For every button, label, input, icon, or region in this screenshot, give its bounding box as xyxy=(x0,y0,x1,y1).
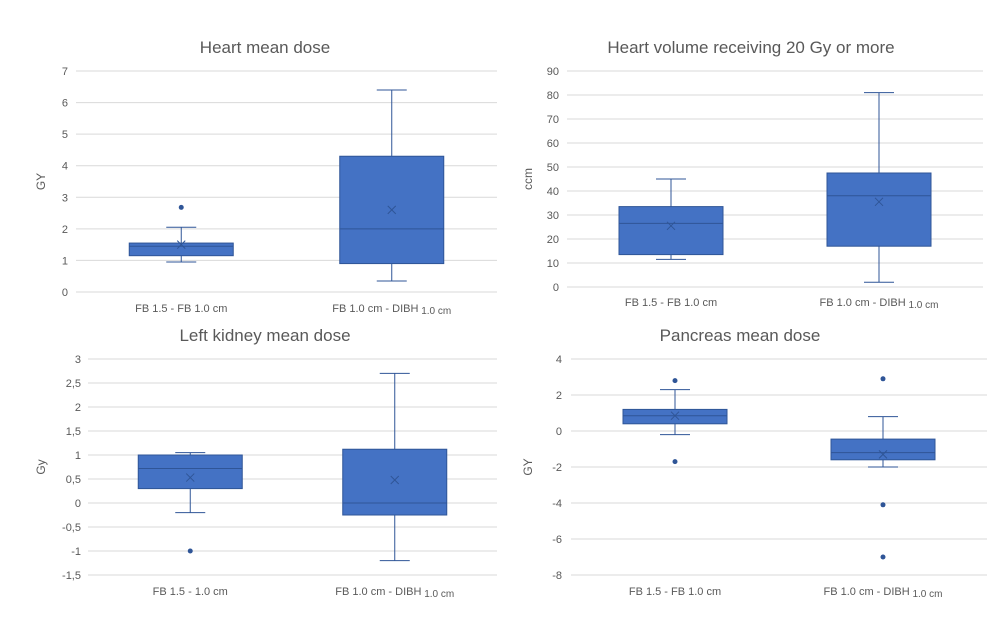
mean-marker xyxy=(387,205,397,215)
y-tick-label: 0 xyxy=(553,282,559,294)
iqr-box xyxy=(830,438,936,461)
mean-marker xyxy=(874,197,884,207)
y-tick-label: 80 xyxy=(547,90,559,102)
y-tick-label: 3 xyxy=(75,354,81,366)
x-category-label: FB 1.0 cm - DIBH 1.0 cm xyxy=(820,297,939,311)
y-tick-label: 60 xyxy=(547,138,559,150)
y-tick-label: -6 xyxy=(552,534,562,546)
y-tick-label: 1 xyxy=(75,450,81,462)
y-tick-label: 1 xyxy=(62,255,68,267)
y-tick-label: -1,5 xyxy=(62,570,81,582)
x-category-label-main: FB 1.0 cm - DIBH xyxy=(824,586,910,598)
y-axis-label: GY xyxy=(521,458,535,475)
y-axis-label: GY xyxy=(34,173,48,190)
y-tick-label: 4 xyxy=(62,161,68,173)
chart-title: Left kidney mean dose xyxy=(179,326,350,345)
outlier-point xyxy=(187,548,193,554)
x-category-label-sub: 1.0 cm xyxy=(910,589,943,600)
y-tick-label: 6 xyxy=(62,98,68,110)
y-tick-label: 0 xyxy=(62,287,68,299)
y-tick-label: 1,5 xyxy=(66,426,81,438)
y-tick-label: -2 xyxy=(552,462,562,474)
iqr-box xyxy=(622,408,728,425)
x-category-label-sub: 1.0 cm xyxy=(421,589,454,600)
y-tick-label: -4 xyxy=(552,498,562,510)
y-tick-label: 0 xyxy=(556,426,562,438)
outlier-point xyxy=(672,459,678,465)
iqr-box xyxy=(618,206,724,256)
x-category-label-sub: 1.0 cm xyxy=(906,300,939,311)
chart-panel-1: Heart mean dose 0 1 2 3 4 5 6 7 GY FB 1.5 - FB 1.0… xyxy=(34,38,497,317)
mean-marker-stroke xyxy=(176,240,186,249)
mean-marker-stroke xyxy=(670,411,680,421)
y-tick-label: 3 xyxy=(62,192,68,204)
y-tick-label: 2 xyxy=(62,224,68,236)
iqr-box xyxy=(137,454,243,490)
x-category-label-main: FB 1.5 - FB 1.0 cm xyxy=(135,303,227,315)
x-category-label: FB 1.0 cm - DIBH 1.0 cm xyxy=(824,586,943,600)
y-tick-label: 2 xyxy=(556,390,562,402)
chart-panel-4: Pancreas mean dose -8 -6 -4 -2 0 2 4 GY FB 1.5 - … xyxy=(521,326,987,600)
outlier-point xyxy=(880,376,886,382)
y-axis-label: ccm xyxy=(521,168,535,190)
iqr-box xyxy=(826,172,932,247)
chart-title: Heart volume receiving 20 Gy or more xyxy=(607,38,894,57)
mean-marker xyxy=(185,473,195,482)
y-tick-label: -1 xyxy=(71,546,81,558)
iqr-box xyxy=(342,448,448,516)
y-tick-label: 0 xyxy=(75,498,81,510)
x-category-label-main: FB 1.0 cm - DIBH xyxy=(335,586,421,598)
chart-panel-3: Left kidney mean dose -1,5 -1 -0,5 0 0,5 1 1,5 2… xyxy=(34,326,497,600)
x-category-label: FB 1.0 cm - DIBH 1.0 cm xyxy=(332,303,451,317)
chart-title: Heart mean dose xyxy=(200,38,330,57)
y-tick-label: -0,5 xyxy=(62,522,81,534)
mean-marker xyxy=(878,450,888,459)
x-category-label: FB 1.5 - FB 1.0 cm xyxy=(629,586,721,598)
outlier-point xyxy=(880,502,886,508)
outlier-point xyxy=(880,554,886,560)
y-tick-label: 70 xyxy=(547,114,559,126)
outlier-point xyxy=(178,204,184,210)
y-axis-label: Gy xyxy=(34,459,48,474)
mean-marker-stroke xyxy=(666,221,676,231)
x-category-label-sub: 1.0 cm xyxy=(418,306,451,317)
mean-marker-stroke xyxy=(878,450,888,459)
mean-marker xyxy=(670,411,680,421)
x-category-label: FB 1.5 - 1.0 cm xyxy=(153,586,228,598)
chart-title: Pancreas mean dose xyxy=(660,326,821,345)
x-category-label: FB 1.0 cm - DIBH 1.0 cm xyxy=(335,586,454,600)
outlier-point xyxy=(672,378,678,384)
x-category-label-main: FB 1.5 - FB 1.0 cm xyxy=(629,586,721,598)
mean-marker xyxy=(666,221,676,231)
chart-panel-2: Heart volume receiving 20 Gy or more 0 10 2… xyxy=(521,38,983,311)
y-tick-label: 0,5 xyxy=(66,474,81,486)
x-category-label-main: FB 1.0 cm - DIBH xyxy=(332,303,418,315)
x-category-label-main: FB 1.5 - FB 1.0 cm xyxy=(625,297,717,309)
mean-marker-stroke xyxy=(390,475,400,485)
y-tick-label: 2,5 xyxy=(66,378,81,390)
y-tick-label: -8 xyxy=(552,570,562,582)
y-tick-label: 4 xyxy=(556,354,562,366)
y-tick-label: 30 xyxy=(547,210,559,222)
y-tick-label: 20 xyxy=(547,234,559,246)
y-tick-label: 40 xyxy=(547,186,559,198)
y-tick-label: 90 xyxy=(547,66,559,78)
mean-marker-stroke xyxy=(387,205,397,215)
mean-marker xyxy=(390,475,400,485)
mean-marker xyxy=(176,240,186,249)
y-tick-label: 50 xyxy=(547,162,559,174)
x-category-label-main: FB 1.5 - 1.0 cm xyxy=(153,586,228,598)
y-tick-label: 10 xyxy=(547,258,559,270)
mean-marker-stroke xyxy=(874,197,884,207)
y-tick-label: 7 xyxy=(62,66,68,78)
x-category-label: FB 1.5 - FB 1.0 cm xyxy=(625,297,717,309)
x-category-label-main: FB 1.0 cm - DIBH xyxy=(820,297,906,309)
x-category-label: FB 1.5 - FB 1.0 cm xyxy=(135,303,227,315)
mean-marker-stroke xyxy=(185,473,195,482)
y-tick-label: 2 xyxy=(75,402,81,414)
y-tick-label: 5 xyxy=(62,129,68,141)
